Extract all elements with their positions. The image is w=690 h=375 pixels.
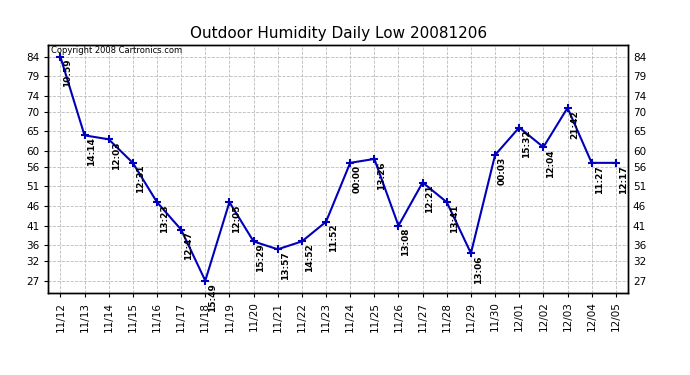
Text: 12:31: 12:31 bbox=[136, 165, 145, 194]
Text: 10:59: 10:59 bbox=[63, 59, 72, 87]
Text: 14:14: 14:14 bbox=[88, 137, 97, 166]
Text: 12:21: 12:21 bbox=[426, 184, 435, 213]
Text: 12:17: 12:17 bbox=[619, 165, 628, 194]
Text: 00:03: 00:03 bbox=[498, 157, 507, 185]
Text: Copyright 2008 Cartronics.com: Copyright 2008 Cartronics.com bbox=[51, 46, 182, 55]
Title: Outdoor Humidity Daily Low 20081206: Outdoor Humidity Daily Low 20081206 bbox=[190, 26, 486, 41]
Text: 12:03: 12:03 bbox=[112, 141, 121, 170]
Text: 11:52: 11:52 bbox=[329, 224, 338, 252]
Text: 13:23: 13:23 bbox=[160, 204, 169, 233]
Text: 13:26: 13:26 bbox=[377, 161, 386, 189]
Text: 15:49: 15:49 bbox=[208, 283, 217, 312]
Text: 12:04: 12:04 bbox=[546, 149, 555, 178]
Text: 12:05: 12:05 bbox=[233, 204, 241, 232]
Text: 13:41: 13:41 bbox=[450, 204, 459, 233]
Text: 15:32: 15:32 bbox=[522, 129, 531, 158]
Text: 13:08: 13:08 bbox=[402, 228, 411, 256]
Text: 13:57: 13:57 bbox=[281, 251, 290, 280]
Text: 15:29: 15:29 bbox=[257, 243, 266, 272]
Text: 12:47: 12:47 bbox=[184, 232, 193, 261]
Text: 11:27: 11:27 bbox=[595, 165, 604, 194]
Text: 21:42: 21:42 bbox=[571, 110, 580, 139]
Text: 14:52: 14:52 bbox=[305, 243, 314, 272]
Text: 13:06: 13:06 bbox=[474, 255, 483, 284]
Text: 00:00: 00:00 bbox=[353, 165, 362, 193]
